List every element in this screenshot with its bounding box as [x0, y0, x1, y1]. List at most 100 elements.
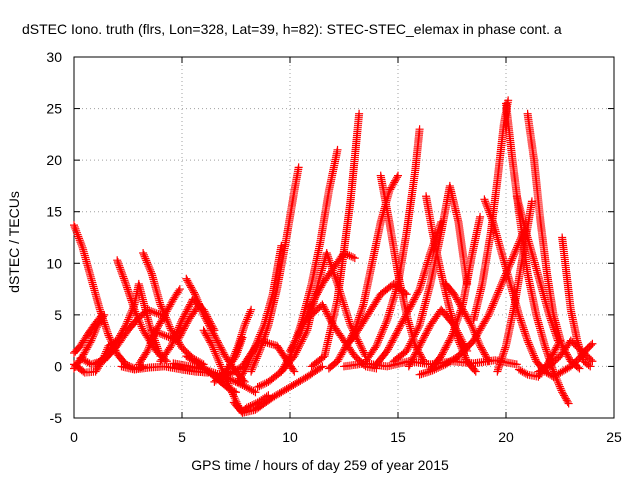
data-point	[156, 300, 165, 309]
data-point	[508, 254, 517, 263]
data-point	[385, 343, 393, 352]
data-point	[168, 297, 177, 306]
data-point	[336, 352, 345, 361]
data-point	[165, 302, 174, 311]
data-point	[202, 316, 211, 325]
data-point	[115, 263, 124, 272]
data-point	[316, 283, 325, 292]
data-point	[216, 360, 225, 369]
data-point	[213, 354, 222, 363]
data-point	[551, 371, 560, 380]
axes	[73, 56, 615, 419]
data-point	[142, 256, 151, 265]
data-point	[214, 340, 223, 349]
x-ticks: 0 5 10 15 20 25	[70, 57, 622, 445]
data-point	[481, 199, 490, 208]
data-point	[126, 292, 135, 301]
data-point	[122, 281, 131, 290]
data-point	[358, 302, 367, 311]
data-point	[299, 374, 308, 383]
data-point	[480, 195, 489, 204]
data-point	[236, 339, 245, 348]
data-point	[297, 337, 306, 346]
data-point	[251, 356, 260, 365]
data-point	[519, 325, 528, 334]
data-point	[349, 253, 357, 262]
data-point	[403, 307, 412, 316]
data-point	[338, 348, 347, 357]
data-point	[524, 338, 533, 347]
data-point	[221, 372, 230, 381]
data-point	[203, 317, 212, 326]
y-axis-label: dSTEC / TECUs	[6, 191, 22, 293]
data-point	[546, 355, 555, 364]
data-point	[415, 341, 424, 350]
data-point	[242, 383, 251, 392]
data-point	[434, 363, 443, 372]
data-point	[135, 316, 144, 325]
data-point	[392, 175, 401, 184]
data-point	[173, 327, 182, 336]
data-point	[209, 368, 218, 377]
data-point	[484, 310, 493, 319]
data-point	[477, 322, 486, 331]
series-32	[361, 125, 424, 366]
data-point	[163, 317, 172, 326]
data-point	[90, 328, 99, 337]
data-point	[87, 336, 96, 345]
data-point	[394, 326, 402, 335]
data-point	[332, 276, 341, 285]
data-point	[586, 341, 595, 350]
data-point	[321, 305, 330, 314]
data-point	[496, 282, 505, 291]
data-point	[208, 328, 217, 337]
data-point	[191, 292, 200, 301]
data-point	[411, 350, 420, 359]
data-point	[495, 284, 504, 293]
data-point	[517, 318, 526, 327]
data-point	[404, 362, 413, 371]
data-point	[157, 330, 166, 339]
data-point	[182, 307, 191, 316]
data-point	[118, 270, 127, 279]
data-point	[549, 372, 558, 381]
data-point	[510, 248, 519, 257]
data-point	[482, 314, 491, 323]
data-point	[379, 325, 388, 334]
data-point	[437, 362, 446, 371]
data-point	[238, 380, 247, 389]
data-point	[284, 355, 293, 364]
data-point	[358, 344, 367, 353]
data-point	[375, 334, 384, 343]
data-point	[551, 329, 560, 338]
data-point	[135, 318, 144, 327]
data-point	[254, 348, 263, 357]
data-point	[284, 384, 293, 393]
data-point	[126, 294, 135, 303]
data-point	[383, 346, 392, 355]
data-point	[139, 248, 148, 257]
data-point	[151, 327, 160, 336]
data-point	[167, 341, 176, 350]
data-point	[200, 312, 209, 321]
data-point	[469, 326, 478, 335]
data-point	[495, 360, 504, 369]
data-point	[500, 347, 509, 356]
data-point	[554, 369, 563, 378]
data-point	[307, 300, 316, 309]
data-point	[435, 363, 444, 372]
data-point	[114, 259, 123, 268]
data-point	[452, 293, 461, 302]
data-point	[148, 307, 157, 316]
data-point	[450, 325, 459, 334]
data-point	[500, 345, 509, 354]
data-point	[229, 376, 238, 385]
data-point	[238, 333, 247, 342]
data-point	[252, 354, 261, 363]
data-point	[498, 278, 507, 287]
data-point	[549, 348, 558, 357]
data-point	[146, 267, 155, 276]
data-point	[121, 278, 130, 287]
data-point	[564, 399, 573, 408]
data-point	[219, 348, 228, 357]
